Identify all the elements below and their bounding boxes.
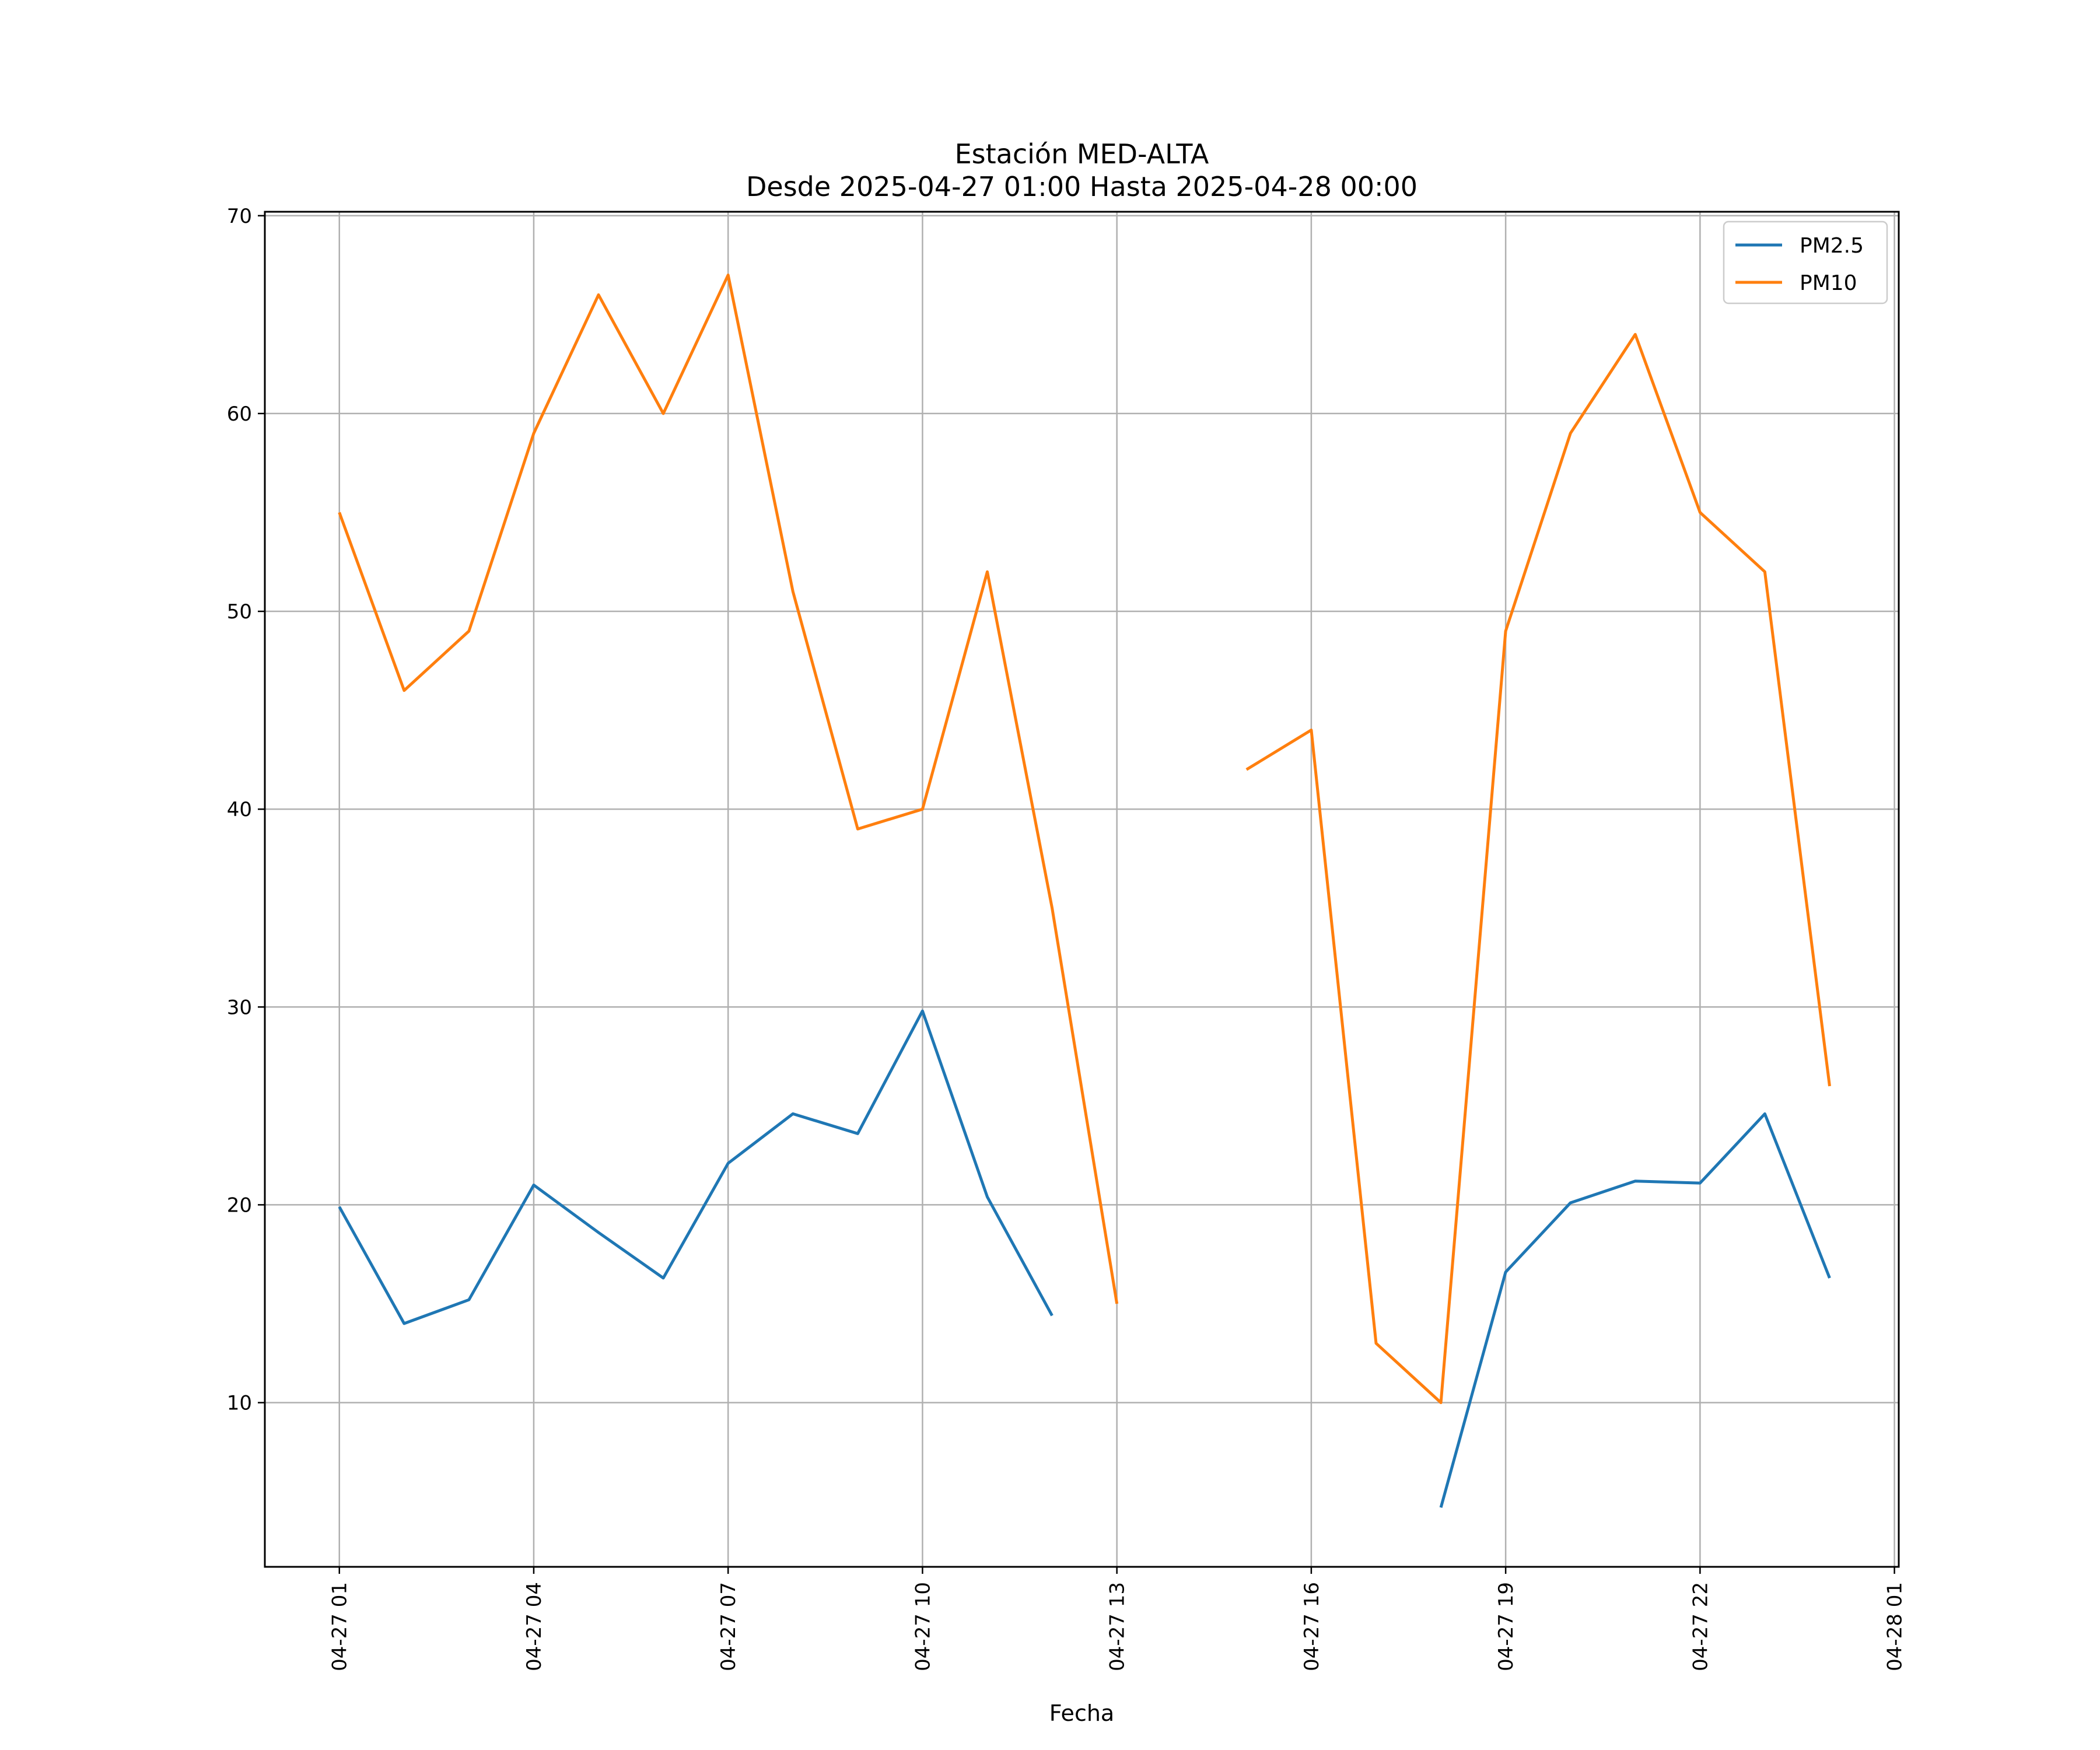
x-tick-label: 04-27 07 [717,1582,740,1671]
x-tick-label: 04-27 10 [911,1582,935,1671]
chart-subtitle: Desde 2025-04-27 01:00 Hasta 2025-04-28 … [746,171,1418,202]
x-tick-label: 04-27 13 [1106,1582,1129,1671]
y-tick-label: 60 [227,402,252,426]
y-tick-label: 40 [227,798,252,821]
series-line-segment [338,1009,1054,1325]
grid-lines [265,212,1899,1567]
x-tick-label: 04-27 04 [523,1582,546,1671]
legend: PM2.5 PM10 [1723,220,1888,304]
x-axis-label: Fecha [1049,1700,1114,1726]
x-tick-label: 04-27 01 [328,1582,352,1671]
x-tick-label: 04-27 16 [1300,1582,1324,1671]
plot-frame [264,211,1900,1568]
series-line-segment [1245,332,1831,1404]
series-line-segment [338,274,1119,1304]
series-pm10 [338,274,1831,1404]
y-axis-ticks: 10 20 30 40 50 60 70 [227,205,265,1415]
y-tick-label: 50 [227,600,252,624]
x-tick-label: 04-27 19 [1494,1582,1518,1671]
y-tick-label: 70 [227,205,252,228]
chart-title: Estación MED-ALTA [955,138,1209,170]
series-line-segment [1439,1112,1831,1508]
legend-label: PM2.5 [1800,234,1864,258]
y-tick-label: 30 [227,996,252,1019]
y-tick-label: 20 [227,1194,252,1217]
x-tick-label: 04-28 01 [1884,1582,1907,1671]
x-tick-label: 04-27 22 [1689,1582,1712,1671]
legend-label: PM10 [1800,271,1857,295]
series-lines [338,274,1831,1508]
x-axis-ticks: 04-27 01 04-27 04 04-27 07 04-27 10 04-27 13… [328,1567,1907,1671]
series-pm25 [338,1009,1831,1508]
y-tick-label: 10 [227,1392,252,1415]
